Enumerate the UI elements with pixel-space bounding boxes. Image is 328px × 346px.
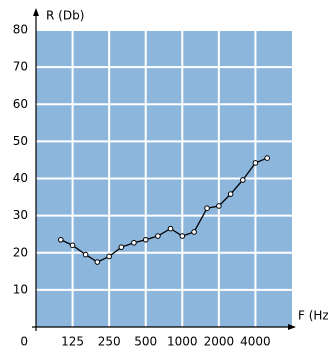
data-point (57, 236, 64, 243)
data-point (94, 259, 101, 265)
data-point (155, 233, 161, 239)
data-point (240, 177, 246, 183)
data-point (82, 251, 89, 258)
data-point (106, 253, 112, 260)
data-point (167, 225, 174, 232)
x-tick-label: 2000 (204, 335, 235, 346)
data-point (69, 242, 76, 249)
y-tick-label: 20 (13, 245, 28, 259)
y-tick-label: 40 (13, 171, 28, 185)
y-tick-label: 70 (13, 60, 28, 74)
data-point (204, 205, 210, 211)
data-point (227, 191, 234, 197)
y-tick-label: 10 (13, 282, 28, 296)
y-axis-label: R (Db) (46, 9, 84, 23)
data-point (131, 239, 137, 246)
y-tick-label: 60 (13, 97, 28, 111)
data-point (118, 244, 125, 250)
y-tick-label: 30 (13, 208, 28, 222)
x-axis-arrow (288, 324, 296, 330)
data-point (252, 160, 259, 166)
x-tick-label: 4000 (240, 335, 271, 346)
x-tick-label: 1000 (167, 335, 198, 346)
data-point (216, 203, 222, 209)
data-point (191, 229, 197, 235)
data-point (142, 236, 149, 243)
y-axis-arrow (33, 8, 39, 16)
x-axis-label: F (Hz) (298, 309, 328, 323)
x-tick-label: 125 (61, 335, 84, 346)
y-tick-label: 80 (13, 23, 28, 37)
data-point (264, 155, 271, 161)
y-tick-label: 50 (13, 134, 28, 148)
y-tick-label: 0 (20, 335, 28, 346)
x-tick-label: 500 (134, 335, 157, 346)
x-tick-label: 250 (98, 335, 121, 346)
data-point (179, 233, 186, 239)
